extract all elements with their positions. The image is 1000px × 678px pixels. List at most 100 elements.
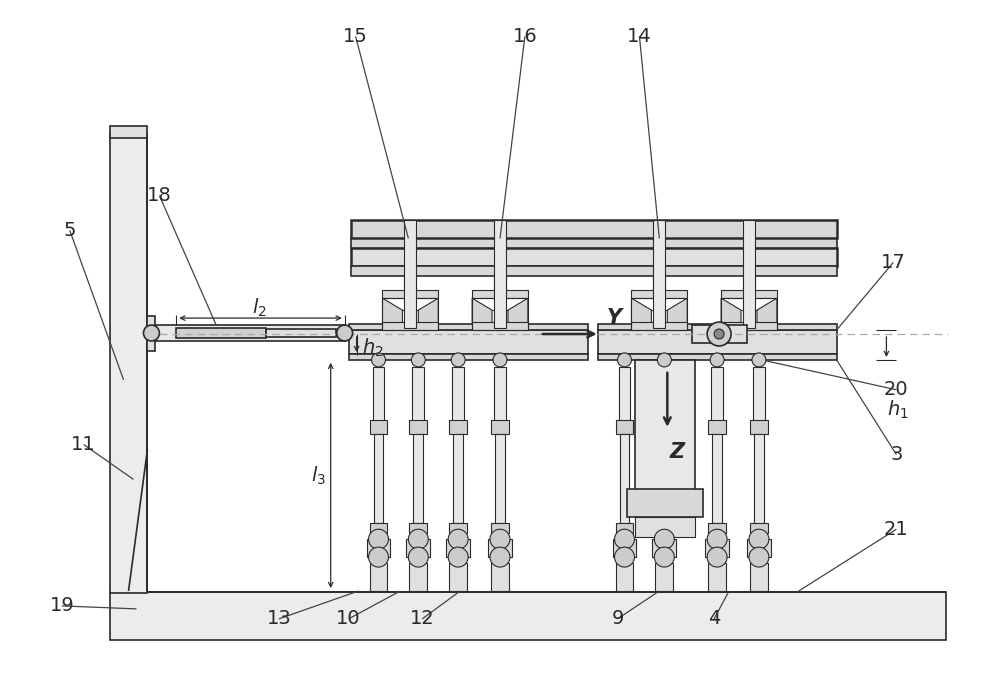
Bar xyxy=(147,316,155,351)
Polygon shape xyxy=(667,298,687,334)
Text: 18: 18 xyxy=(147,186,172,205)
Circle shape xyxy=(707,322,731,346)
Bar xyxy=(491,523,509,533)
Circle shape xyxy=(615,530,634,549)
Bar xyxy=(721,322,777,330)
Bar xyxy=(382,290,438,298)
Text: 10: 10 xyxy=(336,610,361,629)
Bar xyxy=(351,239,837,248)
Bar xyxy=(708,523,726,533)
Bar xyxy=(404,220,416,328)
Bar xyxy=(351,266,837,276)
Circle shape xyxy=(448,530,468,549)
Circle shape xyxy=(369,547,388,567)
Text: 16: 16 xyxy=(513,26,537,45)
Bar xyxy=(747,539,771,557)
Bar xyxy=(494,276,506,290)
Polygon shape xyxy=(382,298,402,334)
Circle shape xyxy=(707,530,727,549)
Bar xyxy=(406,539,430,557)
Circle shape xyxy=(710,353,724,367)
Bar xyxy=(449,523,467,533)
Circle shape xyxy=(749,547,769,567)
Bar xyxy=(627,490,703,517)
Bar xyxy=(631,322,687,330)
Bar xyxy=(616,563,633,591)
Bar xyxy=(598,354,837,360)
Bar xyxy=(446,539,470,557)
Circle shape xyxy=(143,325,159,341)
Bar xyxy=(488,539,512,557)
Text: 19: 19 xyxy=(49,597,74,616)
Bar xyxy=(708,563,726,591)
Bar xyxy=(110,592,946,640)
Circle shape xyxy=(408,530,428,549)
Circle shape xyxy=(493,353,507,367)
Bar xyxy=(753,367,765,422)
Text: 17: 17 xyxy=(881,253,906,272)
Text: 9: 9 xyxy=(611,610,624,629)
Bar xyxy=(351,248,837,266)
Circle shape xyxy=(372,353,385,367)
Bar xyxy=(721,290,777,298)
Bar xyxy=(266,329,336,337)
Bar xyxy=(449,563,467,591)
Bar xyxy=(658,367,670,422)
Circle shape xyxy=(618,353,631,367)
Bar xyxy=(652,539,676,557)
Text: Z: Z xyxy=(670,441,685,462)
Bar xyxy=(692,325,747,343)
Bar xyxy=(409,523,427,533)
Bar xyxy=(750,420,768,434)
Text: $h_2$: $h_2$ xyxy=(362,337,383,359)
Circle shape xyxy=(657,353,671,367)
Text: 20: 20 xyxy=(884,380,909,399)
Bar xyxy=(409,563,427,591)
Bar xyxy=(743,220,755,328)
Text: 14: 14 xyxy=(627,26,652,45)
Bar xyxy=(708,420,726,434)
Bar xyxy=(349,330,588,354)
Bar xyxy=(655,563,673,591)
Bar xyxy=(412,367,424,422)
Bar xyxy=(598,330,837,354)
Circle shape xyxy=(408,547,428,567)
Bar xyxy=(373,367,384,422)
Bar xyxy=(453,434,463,523)
Bar xyxy=(413,434,423,523)
Bar xyxy=(631,298,687,330)
Bar xyxy=(491,563,509,591)
Bar xyxy=(491,420,509,434)
Polygon shape xyxy=(472,298,492,334)
Bar xyxy=(721,298,777,330)
Text: $l_3$: $l_3$ xyxy=(311,464,326,487)
Bar xyxy=(449,420,467,434)
Circle shape xyxy=(714,329,724,339)
Bar xyxy=(110,126,147,138)
Circle shape xyxy=(490,530,510,549)
Bar xyxy=(472,298,528,330)
Bar xyxy=(404,276,416,290)
Bar xyxy=(472,290,528,298)
Bar xyxy=(750,563,768,591)
Bar xyxy=(655,523,673,533)
Text: 12: 12 xyxy=(410,610,435,629)
Bar xyxy=(635,517,695,537)
Bar xyxy=(494,367,506,422)
Text: $h_1$: $h_1$ xyxy=(887,399,909,421)
Polygon shape xyxy=(418,298,438,334)
Bar xyxy=(712,434,722,523)
Bar xyxy=(349,354,588,360)
Text: 13: 13 xyxy=(267,610,291,629)
Circle shape xyxy=(451,353,465,367)
Bar xyxy=(382,298,438,330)
Bar xyxy=(750,523,768,533)
Text: 21: 21 xyxy=(884,520,909,539)
Circle shape xyxy=(707,547,727,567)
Bar xyxy=(349,324,588,330)
Bar xyxy=(754,434,764,523)
Bar xyxy=(374,434,383,523)
Bar xyxy=(705,539,729,557)
Text: $l_2$: $l_2$ xyxy=(252,297,266,319)
Circle shape xyxy=(411,353,425,367)
